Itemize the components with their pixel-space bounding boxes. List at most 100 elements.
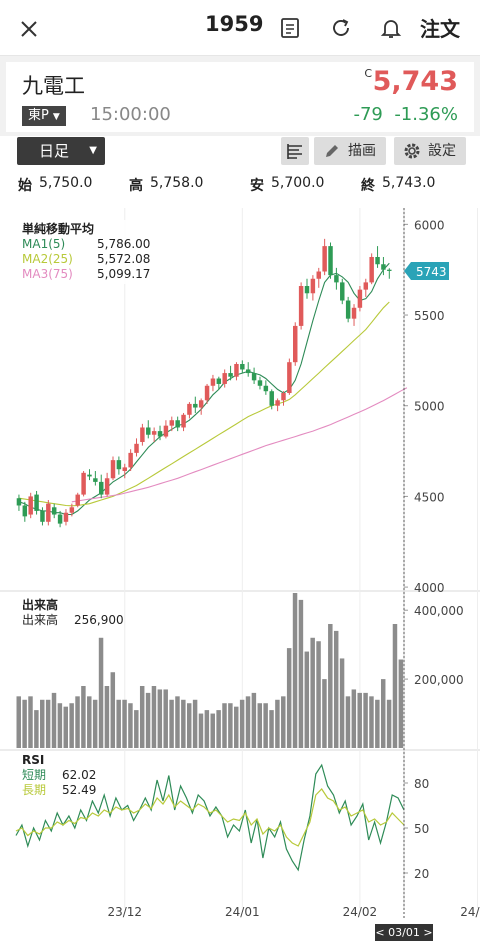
candle-body: [51, 507, 57, 515]
volume-bar: [281, 696, 286, 748]
volume-bar: [357, 692, 362, 748]
volume-bar: [322, 679, 327, 748]
volume-bar: [251, 692, 257, 748]
candle-body: [181, 414, 186, 428]
quote-time: 15:00:00: [90, 104, 171, 125]
candle-body: [81, 472, 86, 495]
volume-bar: [245, 696, 251, 748]
candle-body: [298, 286, 304, 326]
candle-body: [322, 246, 327, 272]
candle-body: [122, 467, 127, 472]
candle-body: [281, 393, 286, 401]
candle-body: [169, 420, 175, 426]
settings-button[interactable]: 設定: [394, 137, 466, 165]
open-key: 始: [18, 178, 32, 194]
candle-body: [269, 391, 274, 406]
rsi-line-long: [15, 788, 405, 847]
volume-bar: [369, 696, 374, 748]
volume-bar: [210, 713, 215, 748]
top-bar: 1959 注文: [0, 0, 480, 56]
close-icon[interactable]: [14, 14, 44, 44]
volume-bar: [228, 703, 233, 748]
bell-icon[interactable]: [379, 16, 403, 40]
volume-bar: [69, 703, 74, 748]
document-icon[interactable]: [278, 16, 302, 40]
chart-svg[interactable]: 6000 5500 5000 4500 4000 23/12 24/01 24/02 24/03…: [0, 208, 480, 942]
indicator-list-button[interactable]: [281, 137, 309, 165]
volume-bar: [328, 624, 333, 748]
volume-bar: [87, 696, 92, 748]
stock-name: 九電工: [22, 74, 85, 98]
candle-body: [351, 307, 357, 319]
volume-bar: [310, 637, 315, 748]
cursor-date-flag[interactable]: < 03/01 >: [375, 924, 433, 941]
volume-bar: [22, 699, 27, 748]
candle-body: [69, 507, 75, 513]
draw-button[interactable]: 描画: [314, 137, 386, 165]
change-value: -79: [353, 104, 383, 125]
candle-body: [175, 420, 180, 428]
candle-body: [28, 496, 33, 515]
volume-tick-label: 400,000: [414, 604, 464, 618]
candle-body: [340, 282, 345, 301]
candle-body: [228, 373, 233, 377]
rsi-long-value: 52.49: [62, 783, 97, 797]
candle-body: [234, 364, 239, 377]
candle-body: [204, 385, 210, 401]
candle-body: [193, 403, 198, 408]
current-price: 5,743: [372, 66, 458, 97]
candle-body: [381, 264, 386, 270]
volume-bar: [145, 692, 151, 748]
rsi-short-label: 短期: [22, 768, 47, 782]
ma2-legend: MA2(25) 5,572.08: [22, 252, 151, 267]
chevron-down-icon: ▼: [52, 112, 60, 122]
high-key: 高: [129, 178, 143, 194]
order-button[interactable]: 注文: [420, 17, 460, 41]
volume-bar: [157, 689, 163, 748]
volume-bar: [234, 706, 239, 748]
candle-body: [257, 380, 263, 386]
candle-body: [157, 431, 163, 437]
candle-body: [99, 481, 104, 495]
candle-body: [87, 474, 92, 477]
chart-area[interactable]: 6000 5500 5000 4500 4000 23/12 24/01 24/02 24/03…: [0, 208, 480, 942]
candle-body: [287, 362, 292, 394]
volume-bar: [28, 696, 33, 748]
list-icon: [287, 144, 302, 159]
candle-body: [57, 514, 63, 524]
volume-bar: [198, 713, 204, 748]
volume-bar: [45, 699, 51, 748]
volume-bar: [386, 699, 392, 748]
candle-body: [240, 364, 245, 370]
draw-label: 描画: [348, 143, 376, 159]
candle-body: [110, 460, 116, 479]
ma2-value: 5,572.08: [97, 252, 151, 266]
candle-body: [151, 431, 157, 435]
price-tick-label: 4000: [414, 581, 445, 595]
ma3-label: MA3(75): [22, 267, 73, 281]
volume-title: 出来高: [22, 598, 59, 612]
candle-body: [375, 256, 380, 265]
refresh-icon[interactable]: [329, 16, 353, 40]
candle-body: [222, 373, 227, 384]
candle-body: [275, 400, 280, 406]
candle-body: [263, 385, 269, 392]
ma1-legend: MA1(5) 5,786.00: [22, 237, 150, 252]
volume-bar: [92, 699, 98, 748]
rsi-legend: RSI 短期 62.02 長期 52.49: [18, 751, 100, 800]
period-selector[interactable]: 日足 ▼: [17, 137, 105, 165]
rsi-long-row: 長期 52.49: [22, 783, 96, 798]
volume-bar: [375, 699, 380, 748]
stock-code: 1959: [205, 12, 264, 36]
candle-body: [216, 378, 222, 384]
volume-bar: [380, 679, 386, 748]
market-selector[interactable]: 東P ▼: [22, 106, 66, 126]
price-change: -79 -1.36%: [353, 104, 458, 125]
volume-bar: [181, 699, 186, 748]
price-tick-label: 4500: [414, 490, 445, 504]
candle-body: [22, 505, 28, 517]
candle-body: [310, 278, 316, 294]
rsi-long-label: 長期: [22, 783, 47, 797]
chart-toolbar: 日足 ▼ 描画 設定: [0, 136, 480, 172]
rsi-short-row: 短期 62.02: [22, 768, 96, 783]
